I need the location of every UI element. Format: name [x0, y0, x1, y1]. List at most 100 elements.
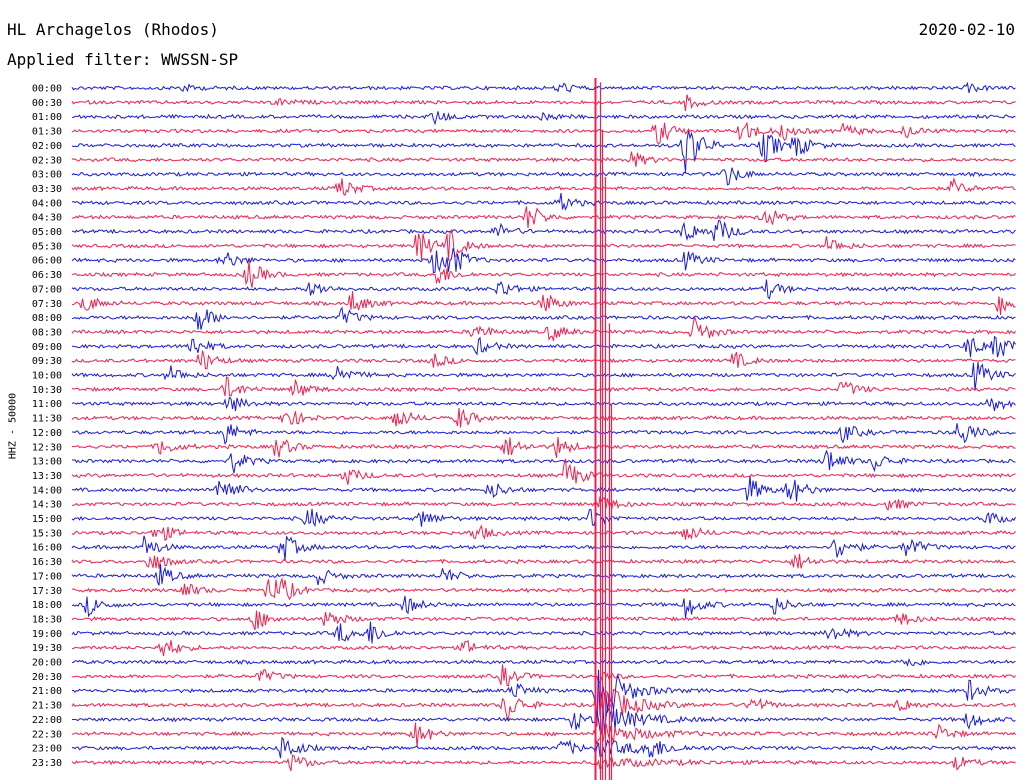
filter-label: Applied filter: WWSSN-SP	[7, 50, 239, 69]
trace-0230	[71, 151, 1016, 167]
trace-1930	[72, 639, 1016, 656]
trace-2200	[71, 705, 1016, 735]
row-time-label: 17:00	[32, 571, 62, 582]
trace-1830	[71, 610, 1016, 631]
row-time-label: 13:00	[32, 457, 62, 468]
trace-2330	[71, 754, 1016, 772]
trace-0000	[71, 81, 1016, 94]
trace-0300	[71, 167, 1016, 186]
trace-2300	[71, 736, 1016, 759]
trace-1630	[71, 553, 1016, 569]
row-time-label: 08:30	[32, 327, 62, 338]
row-time-label: 21:30	[32, 701, 62, 712]
row-time-label: 20:30	[32, 672, 62, 683]
trace-1800	[71, 595, 1016, 619]
row-time-label: 22:30	[32, 729, 62, 740]
row-time-label: 08:00	[32, 313, 62, 324]
trace-0730	[72, 291, 1016, 315]
trace-1000	[71, 362, 1016, 391]
trace-1300	[71, 449, 1016, 474]
row-time-label: 11:00	[32, 399, 62, 410]
row-time-label: 03:30	[32, 184, 62, 195]
row-time-label: 23:00	[32, 744, 62, 755]
trace-0400	[71, 192, 1016, 211]
trace-1900	[71, 621, 1016, 644]
trace-2000	[71, 657, 1016, 667]
trace-1600	[71, 535, 1016, 562]
row-time-label: 00:30	[32, 98, 62, 109]
row-time-label: 18:30	[32, 614, 62, 625]
row-time-label: 02:00	[32, 141, 62, 152]
trace-0200	[71, 130, 1016, 173]
trace-0900	[71, 335, 1016, 358]
row-time-label: 14:30	[32, 500, 62, 511]
row-time-label: 21:00	[32, 686, 62, 697]
row-time-label: 10:00	[32, 371, 62, 382]
trace-1530	[71, 524, 1016, 542]
row-time-label: 11:30	[32, 414, 62, 425]
station-title: HL Archagelos (Rhodos)	[7, 20, 219, 39]
row-time-label: 04:30	[32, 213, 62, 224]
row-time-label: 01:00	[32, 112, 62, 123]
trace-0100	[71, 111, 1016, 126]
trace-0800	[71, 306, 1016, 330]
trace-1330	[71, 458, 1016, 485]
trace-1400	[71, 475, 1016, 502]
row-time-label: 23:30	[32, 758, 62, 769]
row-time-label: 12:00	[32, 428, 62, 439]
row-time-label: 19:00	[32, 629, 62, 640]
row-time-label: 05:00	[32, 227, 62, 238]
row-time-label: 22:00	[32, 715, 62, 726]
row-time-label: 07:00	[32, 284, 62, 295]
row-time-label: 03:00	[32, 170, 62, 181]
trace-2030	[71, 664, 1016, 687]
trace-0500	[71, 220, 1016, 242]
trace-1200	[71, 423, 1016, 445]
trace-1430	[71, 496, 1016, 512]
row-time-label: 07:30	[32, 299, 62, 310]
trace-1100	[71, 396, 1016, 412]
trace-0600	[71, 248, 1016, 274]
trace-1700	[71, 564, 1016, 586]
row-time-label: 19:30	[32, 643, 62, 654]
trace-0130	[71, 122, 1016, 145]
trace-2130	[71, 688, 1016, 727]
trace-1500	[71, 508, 1016, 528]
trace-2230	[71, 722, 1016, 747]
trace-0030	[71, 94, 1016, 112]
row-time-label: 06:00	[32, 256, 62, 267]
row-time-label: 14:00	[32, 485, 62, 496]
row-time-label: 09:00	[32, 342, 62, 353]
trace-0330	[71, 176, 1016, 197]
trace-0530	[71, 228, 1016, 261]
trace-0930	[71, 350, 1016, 370]
row-time-label: 16:00	[32, 543, 62, 554]
trace-0700	[71, 279, 1016, 300]
trace-0630	[71, 260, 1016, 288]
row-time-label: 18:00	[32, 600, 62, 611]
row-time-label: 10:30	[32, 385, 62, 396]
row-time-label: 15:30	[32, 528, 62, 539]
row-time-label: 17:30	[32, 586, 62, 597]
trace-0830	[71, 316, 1016, 341]
trace-1130	[71, 407, 1016, 428]
row-time-label: 05:30	[32, 241, 62, 252]
row-time-label: 12:30	[32, 442, 62, 453]
trace-0430	[71, 206, 1016, 229]
row-time-label: 06:30	[32, 270, 62, 281]
row-time-label: 15:00	[32, 514, 62, 525]
row-time-label: 20:00	[32, 658, 62, 669]
trace-1730	[71, 576, 1016, 601]
row-time-label: 13:30	[32, 471, 62, 482]
date-label: 2020-02-10	[918, 20, 1015, 39]
row-time-label: 09:30	[32, 356, 62, 367]
row-time-label: 04:00	[32, 198, 62, 209]
trace-1230	[71, 436, 1016, 458]
trace-1030	[71, 376, 1016, 397]
row-time-label: 02:30	[32, 155, 62, 166]
trace-2100	[71, 669, 1016, 718]
row-time-label: 01:30	[32, 127, 62, 138]
row-time-label: 16:30	[32, 557, 62, 568]
row-time-label: 00:00	[32, 84, 62, 95]
